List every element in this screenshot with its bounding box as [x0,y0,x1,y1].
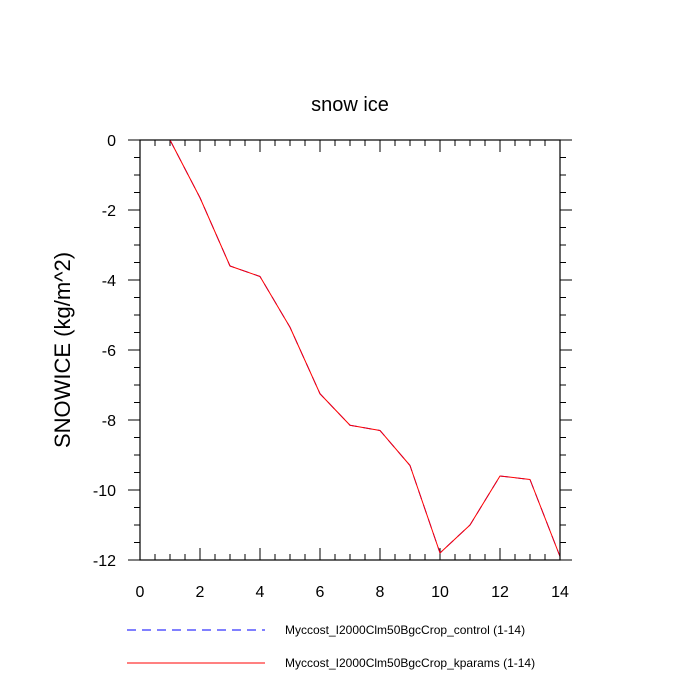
y-axis-label: SNOWICE (kg/m^2) [50,252,75,448]
x-tick-label: 8 [376,584,385,601]
legend-label-control: Myccost_I2000Clm50BgcCrop_control (1-14) [285,623,525,637]
series-lines [169,139,561,557]
y-tick-label: -12 [93,553,116,570]
chart-title: snow ice [311,94,389,116]
y-tick-label: -10 [93,483,116,500]
x-tick-label: 12 [491,584,509,601]
x-tick-label: 2 [196,584,205,601]
y-tick-label: -8 [102,413,116,430]
x-tick-label: 10 [431,584,449,601]
x-tick-label: 6 [316,584,325,601]
series-line-1 [169,139,561,557]
tick-labels: 0 2 4 6 8 10 12 14 0 -2 -4 -6 -8 -10 -12 [93,133,569,601]
y-tick-label: -6 [102,343,116,360]
x-tick-label: 0 [136,584,145,601]
y-tick-label: -4 [102,273,116,290]
legend-label-kparams: Myccost_I2000Clm50BgcCrop_kparams (1-14) [285,656,535,670]
x-tick-label: 14 [551,584,569,601]
legend: Myccost_I2000Clm50BgcCrop_control (1-14)… [127,623,535,670]
y-tick-label: -2 [102,203,116,220]
axis-ticks [128,139,572,561]
plot-frame [139,139,561,561]
y-tick-label: 0 [107,133,116,150]
x-tick-label: 4 [256,584,265,601]
